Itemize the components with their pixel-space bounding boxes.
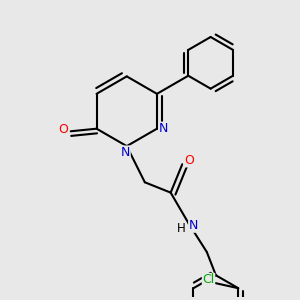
Text: N: N (189, 219, 198, 232)
Text: N: N (159, 122, 168, 135)
Text: O: O (58, 124, 68, 136)
Text: N: N (121, 146, 130, 159)
Text: H: H (177, 222, 185, 235)
Text: Cl: Cl (202, 273, 215, 286)
Text: O: O (184, 154, 194, 167)
